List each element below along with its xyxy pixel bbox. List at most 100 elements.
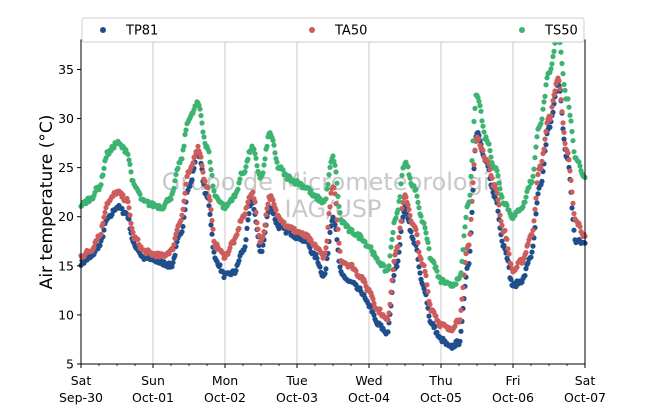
series-point (403, 194, 409, 200)
series-point (571, 149, 577, 155)
series-point (523, 250, 529, 256)
series-point (565, 96, 571, 102)
x-tick-label: Oct-01 (132, 390, 174, 405)
series-point (183, 181, 189, 187)
series-point (504, 202, 510, 208)
series-point (211, 188, 217, 194)
series-point (208, 222, 214, 228)
series-point (567, 168, 573, 174)
series-point (498, 218, 504, 224)
series-point (576, 159, 582, 165)
series-point (566, 104, 572, 110)
legend-label-ts50: TS50 (544, 24, 578, 39)
series-point (254, 163, 260, 169)
series-point (432, 323, 438, 329)
series-point (103, 204, 109, 211)
series-point (405, 164, 411, 170)
series-point (469, 209, 475, 215)
series-point (461, 233, 467, 239)
series-point (330, 153, 336, 159)
series-point (102, 209, 108, 215)
x-tick-label: Oct-05 (420, 390, 462, 405)
series-point (399, 205, 405, 212)
series-point (452, 323, 458, 329)
series-point (172, 178, 178, 184)
series-point (387, 301, 393, 307)
axes: Sat Sep-30 Sun Oct-01 Mon Oct-02 Tue Oct-03 Wed O… (58, 62, 606, 405)
series-point (126, 216, 132, 222)
series-point (542, 93, 548, 99)
series-point (540, 150, 546, 157)
series-point (245, 156, 251, 162)
series-point (101, 227, 107, 233)
series-point (255, 226, 261, 232)
x-tick-day: Wed (355, 373, 382, 388)
series-point (227, 245, 233, 251)
series-point (386, 263, 392, 269)
series-point (332, 162, 338, 168)
series-point (388, 244, 394, 250)
series-point (270, 197, 276, 203)
series-point (271, 142, 277, 148)
series-point (457, 317, 463, 323)
y-tick-label: 35 (58, 62, 74, 77)
series-point (462, 224, 468, 230)
series-point (505, 246, 511, 252)
series-point (386, 310, 392, 316)
series-point (261, 229, 267, 235)
series-point (175, 165, 181, 171)
series-point (463, 251, 469, 257)
series-point (433, 313, 439, 319)
series-point (470, 187, 476, 193)
y-tick-label: 10 (58, 307, 74, 322)
series-point (245, 199, 251, 205)
series-point (260, 170, 266, 176)
series-point (92, 189, 98, 195)
series-point (416, 249, 422, 255)
series-point (172, 235, 178, 241)
series-point (236, 258, 242, 264)
series-point (514, 264, 520, 270)
series-point (327, 164, 333, 170)
series-point (562, 87, 568, 93)
series-point (187, 183, 193, 189)
series-point (434, 268, 440, 274)
series-point (530, 243, 536, 249)
series-point (523, 266, 529, 272)
series-point (571, 211, 577, 217)
series-point (324, 186, 330, 192)
series-point (179, 229, 185, 235)
series-point (245, 217, 251, 223)
series-point (231, 240, 237, 246)
series-point (407, 175, 413, 181)
legend: TP81 TA50 TS50 (81, 17, 585, 43)
series-point (523, 194, 529, 200)
series-point (533, 195, 539, 201)
series-point (244, 225, 250, 231)
series-point (525, 241, 531, 247)
series-point (246, 211, 252, 217)
series-point (571, 227, 577, 233)
series-point (394, 263, 400, 270)
series-point (418, 256, 424, 262)
series-point (453, 281, 459, 287)
series-point (182, 131, 188, 138)
series-point (125, 199, 131, 205)
series-point (326, 211, 332, 217)
series-point (520, 204, 526, 210)
series-point (189, 177, 195, 183)
series-point (481, 129, 487, 135)
series-point (389, 236, 395, 243)
series-point (466, 242, 472, 248)
series-point (499, 222, 505, 229)
series-point (568, 177, 574, 183)
series-point (195, 143, 201, 149)
series-point (270, 137, 276, 143)
series-point (508, 261, 514, 267)
series-point (398, 218, 404, 224)
series-point (569, 189, 575, 195)
series-point (472, 147, 478, 153)
series-point (549, 61, 555, 67)
series-point (424, 282, 430, 288)
series-point (479, 118, 485, 124)
